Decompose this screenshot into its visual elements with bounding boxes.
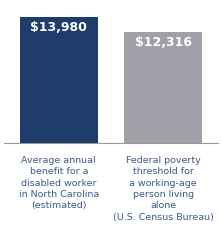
Bar xyxy=(20,18,98,143)
Text: $13,980: $13,980 xyxy=(30,21,87,34)
Bar xyxy=(124,33,202,143)
Text: $12,316: $12,316 xyxy=(135,36,192,49)
